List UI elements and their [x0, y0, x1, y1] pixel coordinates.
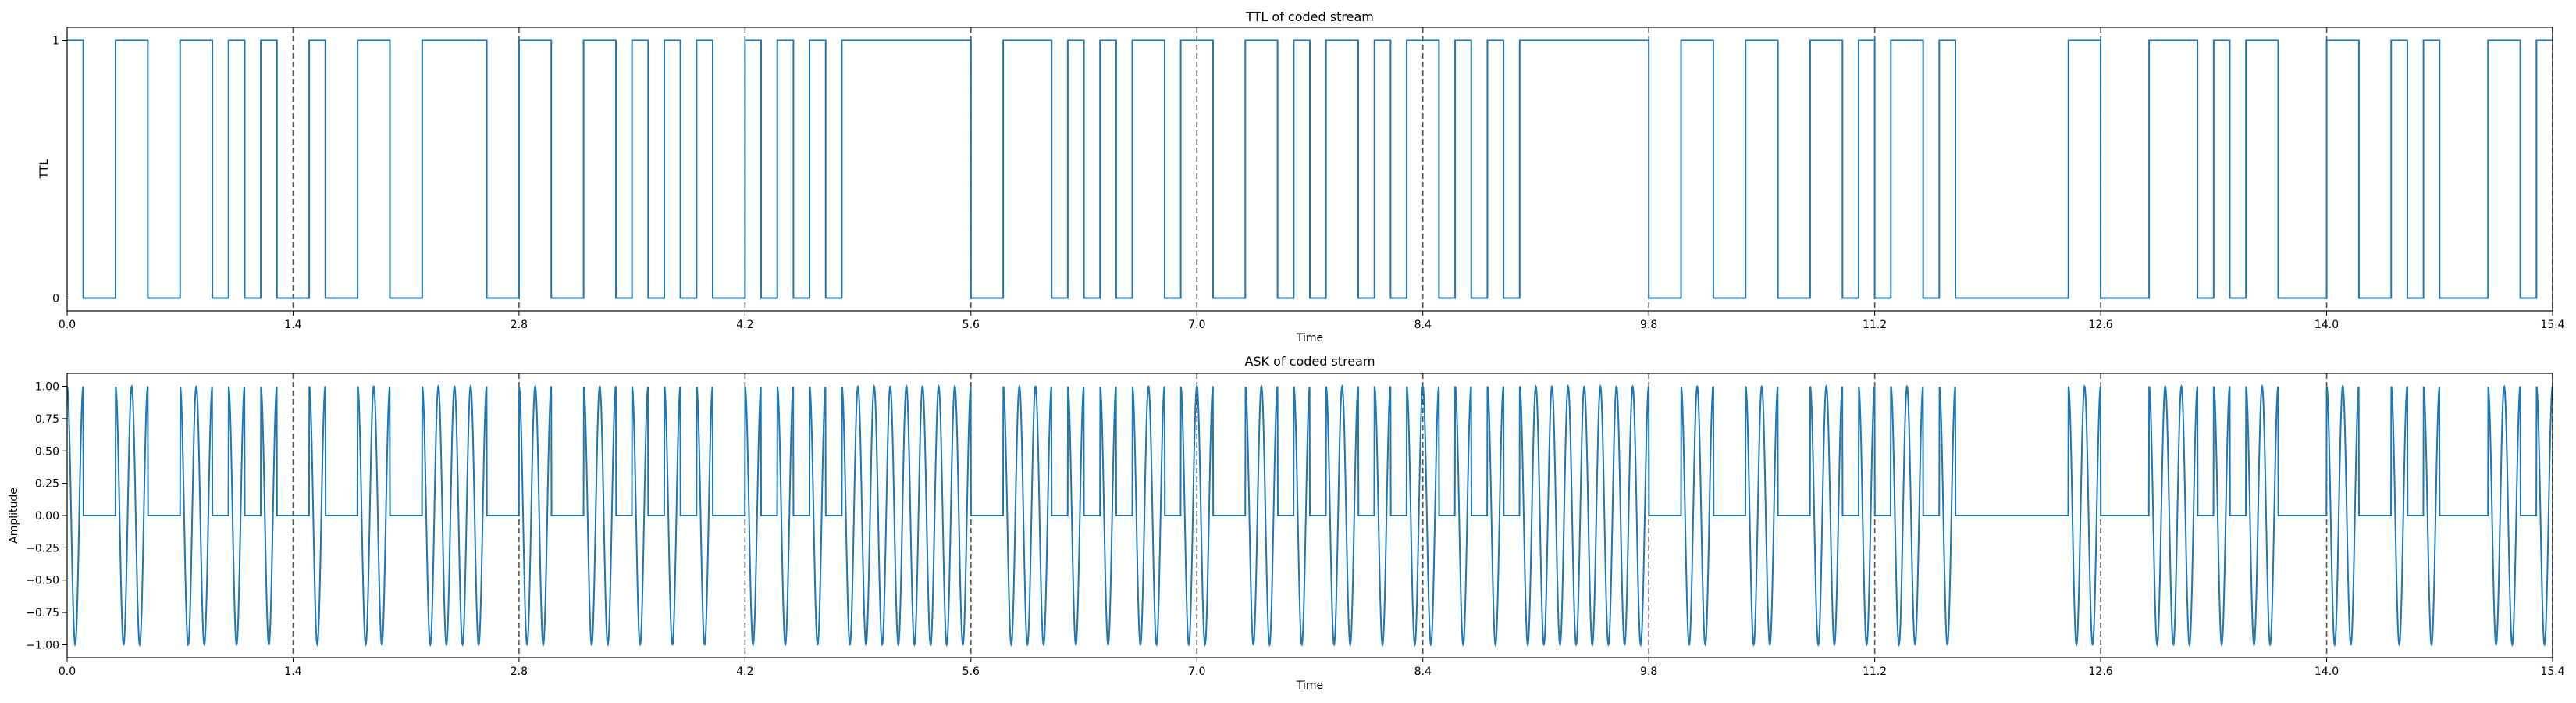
ask-chart-title: ASK of coded stream [1244, 354, 1375, 369]
ttl-x-tick-label-8: 11.2 [1863, 319, 1887, 331]
ttl-x-tick-label-10: 14.0 [2314, 319, 2339, 331]
ttl-x-tick-label-9: 12.6 [2089, 319, 2113, 331]
ttl-y-tick-label-0: 0 [52, 293, 59, 305]
ask-y-tick-label-7: 0.75 [35, 413, 59, 426]
ttl-x-axis-label: Time [1296, 332, 1323, 344]
ask-x-tick-label-1: 1.4 [284, 666, 301, 678]
ask-x-axis-label: Time [1296, 680, 1323, 692]
ask-x-tick-label-9: 12.6 [2089, 666, 2113, 678]
ttl-x-ticks: 0.0 1.4 2.8 4.2 5.6 7.0 8.4 9.8 11.2 12.6 14.0 15.4 [59, 311, 2565, 331]
ask-x-tick-label-11: 15.4 [2540, 666, 2564, 678]
ask-y-tick-label-3: −0.25 [26, 542, 59, 555]
ask-x-tick-label-4: 5.6 [962, 666, 980, 678]
ttl-y-ticks: 01 [52, 35, 67, 305]
ask-x-ticks: 0.0 1.4 2.8 4.2 5.6 7.0 8.4 9.8 11.2 12.6 14.0 15.4 [59, 658, 2565, 678]
ask-series-group [66, 384, 2553, 648]
ask-x-tick-label-6: 8.4 [1414, 666, 1432, 678]
ask-y-tick-label-2: −0.50 [26, 575, 59, 587]
ask-x-tick-label-2: 2.8 [511, 666, 528, 678]
ask-plot-frame [66, 373, 2553, 658]
ask-series-line-0 [66, 384, 2553, 648]
ttl-x-tick-label-1: 1.4 [284, 319, 301, 331]
ttl-chart-title: TTL of coded stream [1245, 9, 1374, 24]
ask-y-tick-label-6: 0.50 [35, 445, 59, 458]
ttl-x-tick-label-7: 9.8 [1640, 319, 1657, 331]
ask-x-tick-label-8: 11.2 [1863, 666, 1887, 678]
ttl-x-tick-label-6: 8.4 [1414, 319, 1432, 331]
ttl-series-group [67, 39, 2553, 299]
ttl-x-tick-label-0: 0.0 [59, 319, 76, 331]
ttl-y-axis-label: TTL [38, 159, 51, 179]
ttl-x-tick-label-5: 7.0 [1188, 319, 1205, 331]
ask-x-tick-label-0: 0.0 [59, 666, 76, 678]
ttl-y-tick-label-1: 1 [52, 35, 59, 48]
ask-y-tick-label-1: −0.75 [26, 607, 59, 619]
ask-x-tick-label-10: 14.0 [2314, 666, 2339, 678]
ask-y-tick-label-0: −1.00 [26, 639, 59, 651]
ask-y-axis-label: Amplitude [8, 487, 20, 544]
ttl-series-line-0 [67, 39, 2553, 299]
ttl-panel: TTL of coded stream Time TTL 0.0 1.4 2.8 4.… [38, 9, 2565, 344]
ask-y-tick-label-4: 0.00 [35, 510, 59, 523]
ask-x-tick-label-5: 7.0 [1188, 666, 1205, 678]
ttl-x-tick-label-11: 15.4 [2540, 319, 2564, 331]
ask-y-tick-label-5: 0.25 [35, 478, 59, 491]
ttl-x-tick-label-4: 5.6 [962, 319, 980, 331]
ask-panel: ASK of coded stream Time Amplitude 0.0 1.… [8, 354, 2565, 692]
ask-y-tick-label-8: 1.00 [35, 381, 59, 394]
ask-x-tick-label-3: 4.2 [736, 666, 753, 678]
ask-x-tick-label-7: 9.8 [1640, 666, 1657, 678]
ask-y-ticks: −1.00 −0.75 −0.50 −0.25 0.00 0.25 0.50 0.75 1.00 [26, 381, 67, 651]
ttl-plot-frame [66, 27, 2553, 312]
ttl-x-tick-label-3: 4.2 [736, 319, 753, 331]
ttl-x-tick-label-2: 2.8 [511, 319, 528, 331]
